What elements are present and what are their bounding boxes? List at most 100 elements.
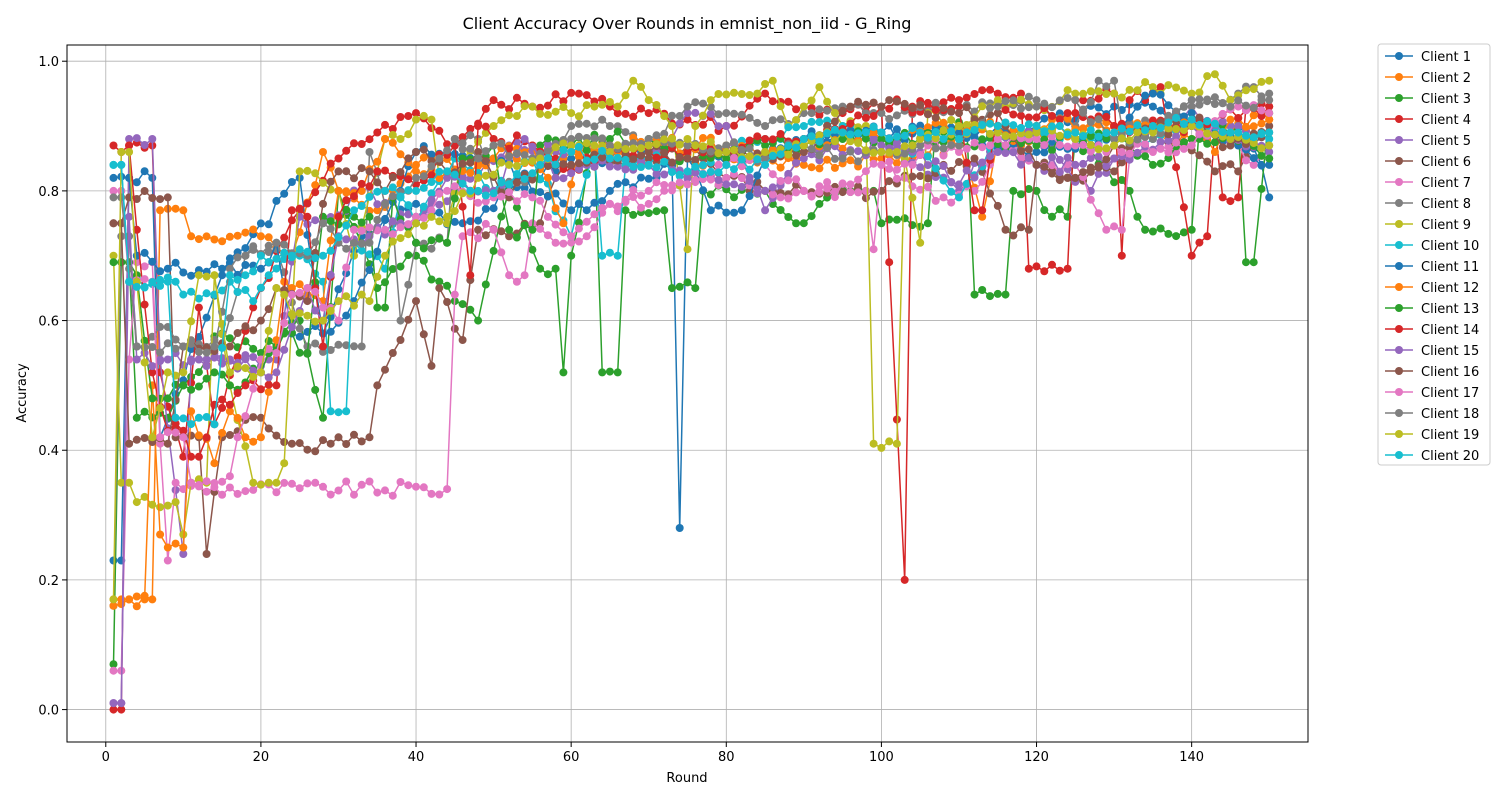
- data-point: [1048, 146, 1056, 155]
- data-point: [132, 225, 141, 234]
- data-point: [722, 160, 731, 169]
- data-point: [543, 231, 552, 240]
- data-point: [1094, 169, 1103, 178]
- data-point: [427, 189, 436, 198]
- data-point: [194, 347, 203, 356]
- data-point: [148, 278, 157, 287]
- data-point: [745, 113, 754, 122]
- data-point: [404, 220, 413, 229]
- data-point: [885, 177, 894, 186]
- data-point: [730, 146, 738, 155]
- data-point: [194, 294, 203, 303]
- data-point: [117, 699, 126, 708]
- data-point: [916, 151, 925, 159]
- data-point: [225, 483, 234, 492]
- data-point: [1117, 176, 1126, 184]
- data-point: [590, 162, 599, 171]
- data-point: [474, 137, 483, 146]
- data-point: [1148, 135, 1157, 143]
- data-point: [691, 168, 700, 177]
- data-point: [1249, 111, 1258, 120]
- legend-marker: [1395, 283, 1403, 291]
- data-point: [823, 155, 832, 164]
- data-point: [986, 104, 994, 112]
- data-point: [916, 238, 925, 247]
- data-point: [326, 490, 335, 499]
- data-point: [668, 168, 676, 177]
- data-point: [365, 182, 374, 191]
- legend-marker: [1395, 346, 1403, 354]
- data-point: [202, 487, 211, 496]
- data-point: [373, 167, 382, 176]
- data-point: [489, 189, 498, 198]
- data-point: [955, 135, 963, 143]
- data-point: [1195, 88, 1204, 97]
- data-point: [125, 478, 134, 487]
- data-point: [869, 159, 878, 168]
- data-point: [567, 109, 576, 118]
- data-point: [249, 437, 258, 446]
- data-point: [543, 134, 552, 143]
- data-point: [179, 342, 188, 351]
- data-point: [854, 182, 863, 191]
- data-point: [737, 182, 746, 191]
- data-point: [287, 479, 296, 488]
- data-point: [551, 264, 560, 273]
- data-point: [1001, 118, 1010, 127]
- data-point: [605, 199, 614, 208]
- data-point: [1195, 129, 1204, 138]
- data-point: [319, 413, 327, 422]
- data-point: [939, 126, 948, 135]
- data-point: [1203, 72, 1212, 81]
- data-point: [660, 206, 669, 215]
- data-point: [1164, 130, 1173, 139]
- data-point: [730, 165, 738, 174]
- data-point: [132, 355, 141, 364]
- data-point: [512, 149, 521, 158]
- data-point: [683, 154, 692, 163]
- data-point: [404, 210, 413, 219]
- data-point: [241, 286, 250, 294]
- data-point: [830, 117, 839, 126]
- data-point: [140, 141, 149, 149]
- data-point: [171, 344, 180, 353]
- data-point: [427, 244, 436, 253]
- data-point: [536, 103, 545, 112]
- data-point: [567, 88, 576, 97]
- data-point: [939, 162, 948, 170]
- data-point: [249, 326, 258, 335]
- data-point: [156, 433, 165, 442]
- data-point: [156, 357, 165, 366]
- data-point: [536, 154, 545, 163]
- data-point: [443, 146, 452, 155]
- data-point: [823, 184, 832, 193]
- data-point: [287, 284, 296, 292]
- data-point: [838, 179, 847, 188]
- data-point: [218, 395, 227, 404]
- data-point: [132, 413, 141, 422]
- data-point: [412, 238, 420, 247]
- data-point: [311, 216, 320, 225]
- data-point: [668, 181, 676, 190]
- data-point: [163, 501, 172, 510]
- data-point: [598, 115, 607, 124]
- data-point: [528, 225, 537, 234]
- data-point: [567, 135, 576, 143]
- data-point: [543, 101, 552, 110]
- data-point: [481, 231, 490, 240]
- data-point: [1164, 229, 1173, 238]
- data-point: [590, 141, 599, 150]
- data-point: [1141, 132, 1150, 141]
- data-point: [148, 173, 157, 182]
- data-point: [1086, 132, 1095, 140]
- data-point: [1110, 154, 1119, 163]
- data-point: [1009, 148, 1018, 157]
- data-point: [683, 102, 692, 111]
- data-point: [1055, 155, 1064, 164]
- data-point: [1249, 122, 1258, 131]
- data-point: [978, 102, 987, 111]
- data-point: [365, 148, 374, 156]
- data-point: [373, 247, 382, 256]
- data-point: [373, 272, 382, 281]
- data-point: [1187, 109, 1196, 118]
